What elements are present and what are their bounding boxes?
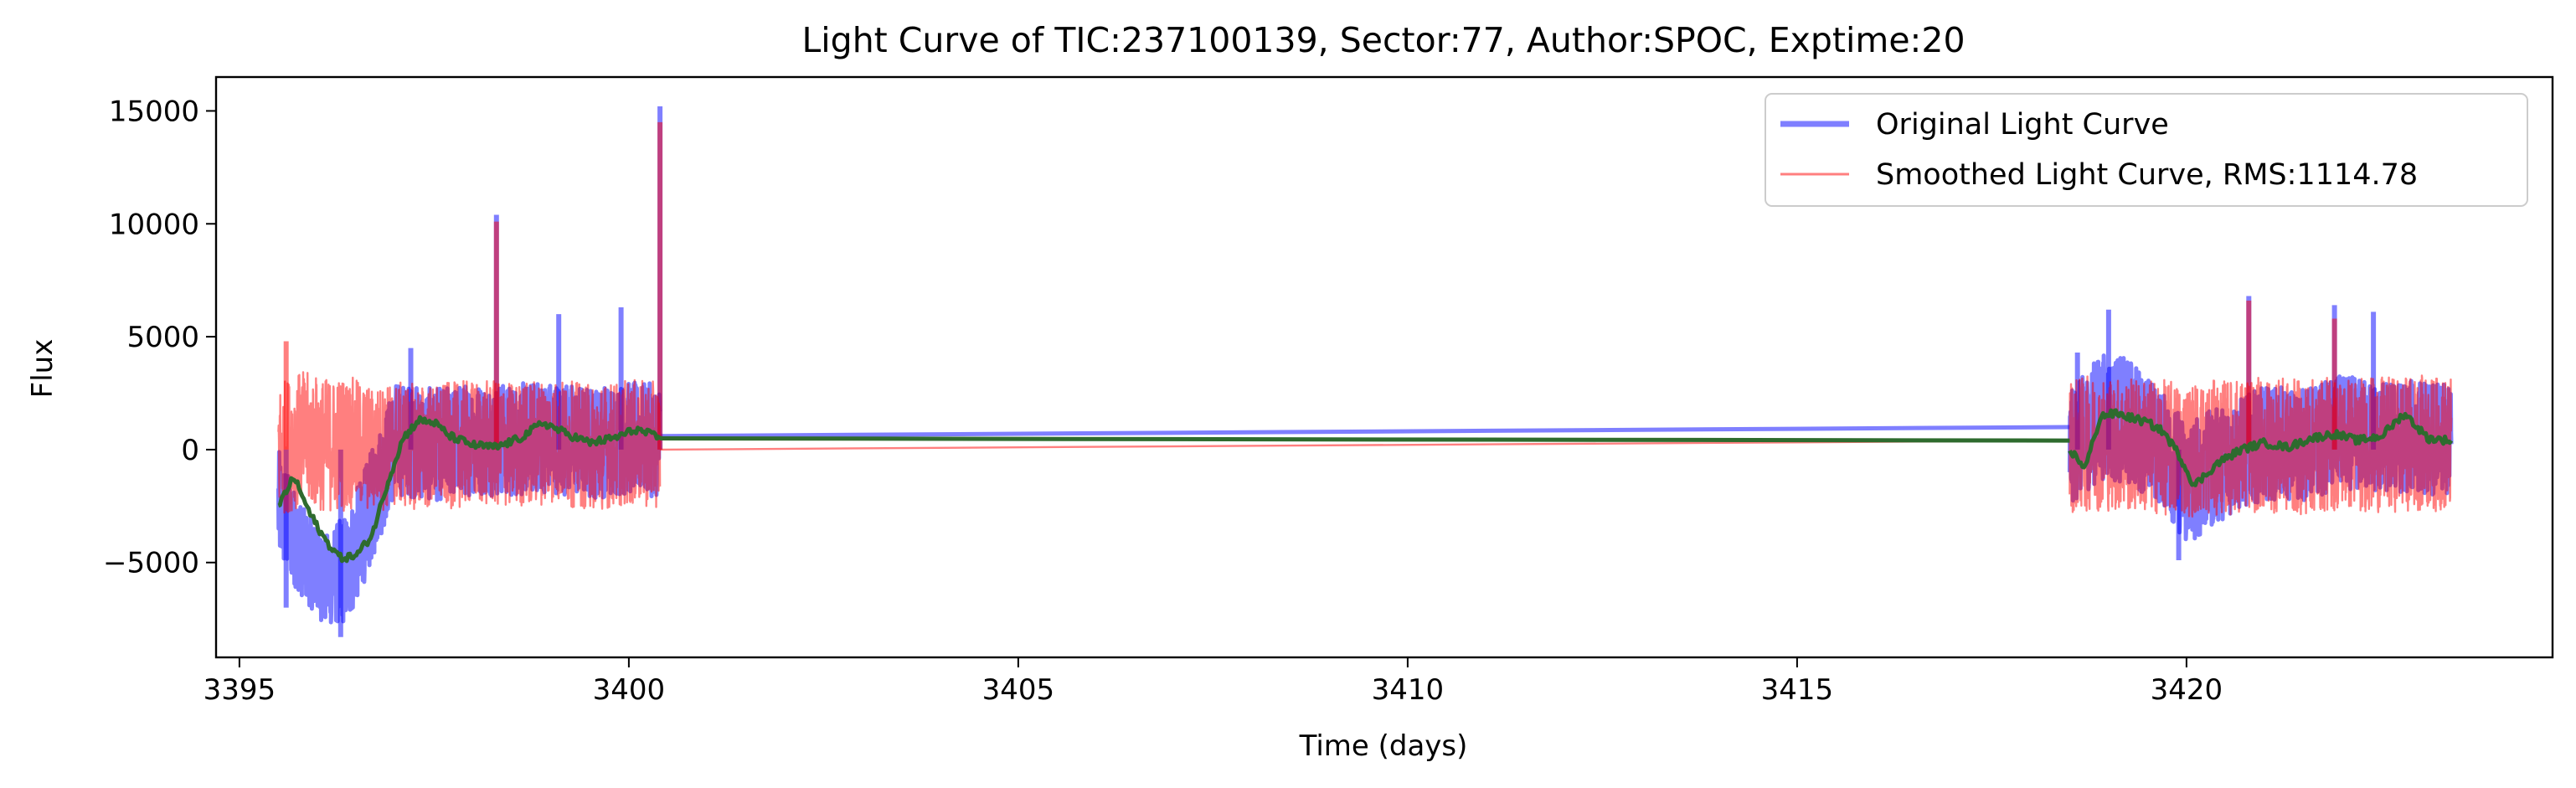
x-tick-label: 3410 — [1372, 673, 1445, 707]
plot-area-frame — [214, 75, 2554, 659]
legend-box — [1765, 93, 2528, 207]
series-line — [277, 371, 662, 514]
x-axis: 3395 3400 3405 3410 3415 3420 — [204, 657, 2223, 707]
y-tick-label: 10000 — [109, 208, 199, 241]
y-tick-label: −5000 — [103, 547, 199, 580]
x-tick-label: 3400 — [593, 673, 666, 707]
x-tick-label: 3415 — [1761, 673, 1834, 707]
series-line — [2069, 374, 2453, 518]
series-trend — [277, 408, 2454, 564]
y-tick-label: 5000 — [126, 321, 199, 354]
chart-title: Light Curve of TIC:237100139, Sector:77,… — [801, 20, 1965, 60]
y-tick-label: 15000 — [109, 95, 199, 128]
series-smoothed — [277, 121, 2453, 518]
series-line — [277, 415, 662, 564]
x-axis-title: Time (days) — [1299, 729, 1468, 763]
series-bridge-line — [660, 425, 2070, 439]
legend: Original Light Curve Smoothed Light Curv… — [1765, 93, 2528, 207]
legend-label-smoothed: Smoothed Light Curve, RMS:1114.78 — [1876, 158, 2418, 192]
x-tick-label: 3420 — [2151, 673, 2223, 707]
series-line — [2068, 408, 2454, 487]
series-layer — [276, 106, 2454, 637]
x-tick-label: 3395 — [204, 673, 276, 707]
legend-label-original: Original Light Curve — [1876, 108, 2169, 142]
y-tick-label: 0 — [181, 434, 199, 467]
x-tick-label: 3405 — [982, 673, 1055, 707]
y-axis: −5000 0 5000 10000 15000 — [103, 95, 216, 580]
y-axis-title: Flux — [26, 339, 59, 399]
series-bridge-line — [660, 435, 2070, 443]
